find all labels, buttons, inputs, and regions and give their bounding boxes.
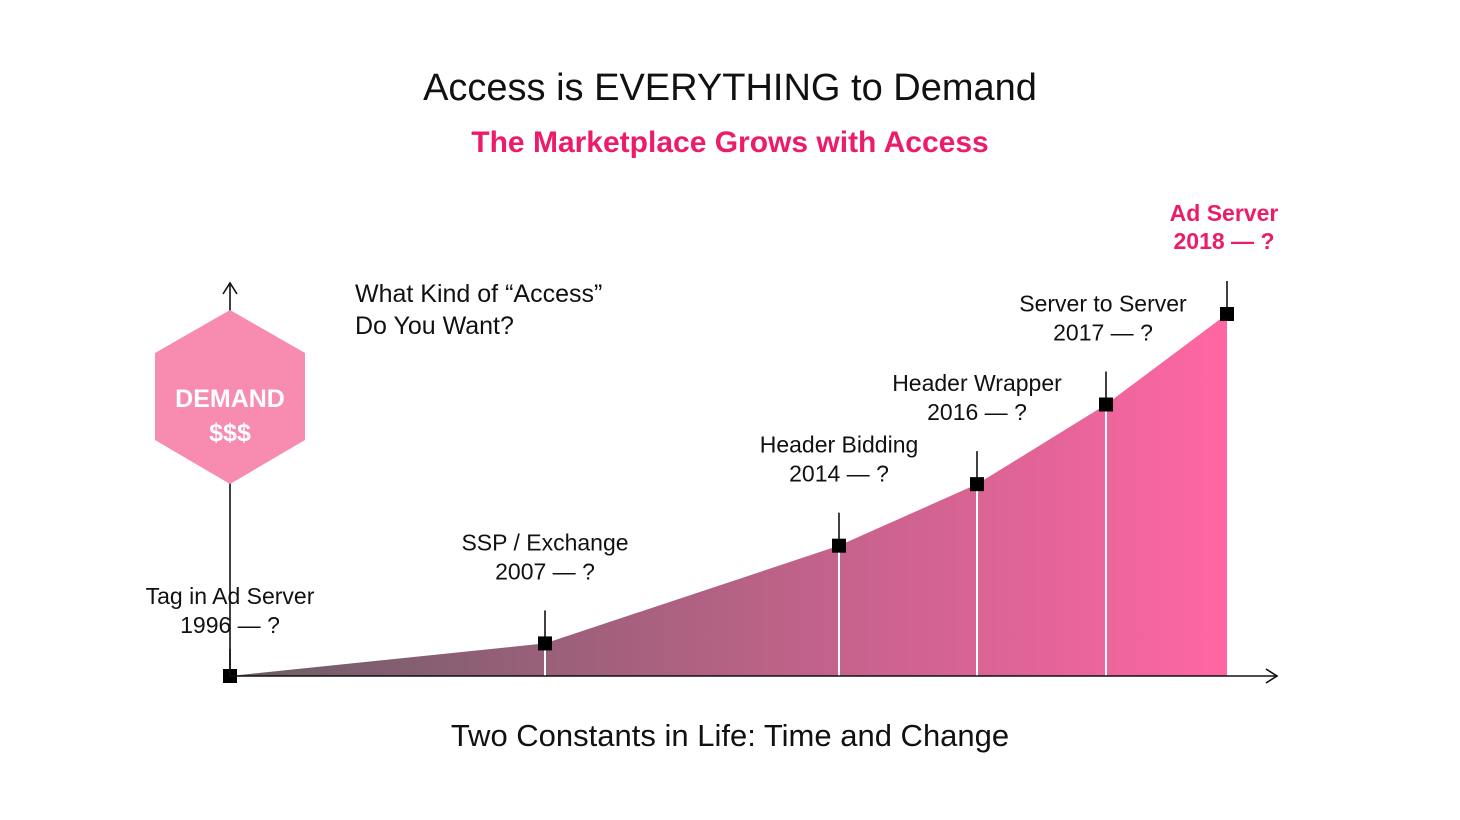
x-axis-arrowhead bbox=[1265, 668, 1279, 684]
footer-caption: Two Constants in Life: Time and Change bbox=[451, 718, 1009, 753]
milestone-date: 2014 — ? bbox=[789, 461, 889, 487]
demand-label: DEMAND bbox=[175, 385, 285, 413]
milestone-marker bbox=[832, 538, 846, 553]
page-subtitle: The Marketplace Grows with Access bbox=[471, 126, 988, 159]
milestone-date: 2007 — ? bbox=[495, 558, 595, 584]
y-axis-arrowhead bbox=[222, 281, 238, 295]
milestone-label: SSP / Exchange bbox=[461, 529, 628, 555]
growth-area bbox=[230, 314, 1227, 676]
milestone-label: Server to Server bbox=[1019, 291, 1187, 317]
milestone-date: 2016 — ? bbox=[927, 399, 1027, 425]
page-title: Access is EVERYTHING to Demand bbox=[423, 67, 1037, 109]
demand-hexagon: DEMAND $$$ bbox=[155, 310, 305, 484]
x-axis bbox=[230, 668, 1279, 684]
milestone-marker bbox=[970, 477, 984, 492]
demand-hexagon-shape bbox=[155, 310, 305, 484]
question-line-1: What Kind of “Access” bbox=[355, 280, 602, 308]
milestone-label: Header Wrapper bbox=[892, 370, 1062, 396]
milestone-marker bbox=[538, 636, 552, 651]
milestone-label: Ad Server bbox=[1170, 200, 1279, 226]
milestone-label: Header Bidding bbox=[760, 432, 919, 458]
milestone-date: 2017 — ? bbox=[1053, 320, 1153, 346]
milestone-marker bbox=[1220, 307, 1234, 321]
milestone-marker bbox=[1099, 397, 1113, 412]
demand-money-label: $$$ bbox=[209, 419, 251, 447]
question-line-2: Do You Want? bbox=[355, 312, 514, 340]
milestone-date: 2018 — ? bbox=[1174, 228, 1275, 254]
